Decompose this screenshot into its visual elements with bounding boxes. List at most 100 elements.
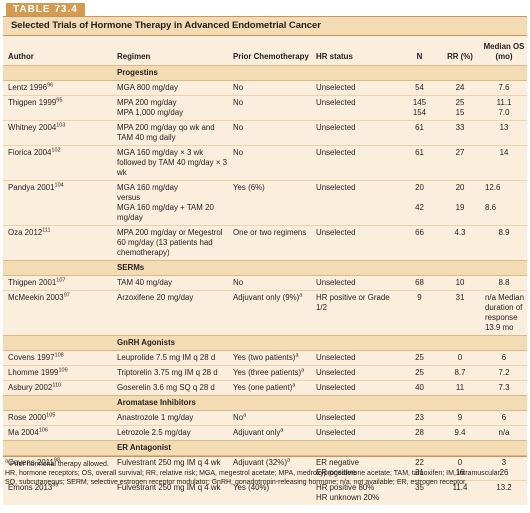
table-row: Lentz 199696 MGA 800 mg/day No Unselected 54… [3,80,527,95]
author-cell: Lhomme 1999109 [3,364,113,380]
header-row: Author Regimen Prior Chemotherapy HR sta… [3,36,527,65]
rr-cell: 10 [439,275,481,290]
section-spacer [3,64,113,81]
table-row: Rose 2000105 Anastrozole 1 mg/day Noa Unsel… [3,410,527,425]
hr-status-cell: ER negative ER positive [312,455,400,480]
footnote-marker: a [299,291,303,298]
footnote-abbreviations-1: HR, hormone receptors; OS, overall survi… [5,470,502,477]
reference-superscript: 98 [53,456,61,463]
col-header-hr-status: HR status [312,36,400,65]
reference-superscript: 107 [56,276,66,283]
median-os-cell: 3 26 [481,455,527,480]
median-os-cell: 7.3 [481,379,527,395]
n-cell: 22 31 [400,455,439,480]
rr-cell: 33 [439,119,481,145]
rr-cell: 25 15 [439,94,481,120]
author-cell: Pandya 2001104 [3,179,113,225]
table-row: Covens 1997108 Leuprolide 7.5 mg IM q 28 … [3,350,527,365]
median-os-cell: 7.6 [481,80,527,95]
author-cell: Covens 201198 [3,455,113,480]
reference-superscript: 95 [56,96,63,103]
col-header-rr: RR (%) [439,36,481,65]
regimen-cell: MPA 200 mg/day qo wk and TAM 40 mg daily [113,119,229,145]
regimen-cell: MGA 160 mg/day versus MGA 160 mg/day + TAM… [113,179,229,225]
table-row: Fiorica 2004102 MGA 160 mg/day × 3 wk fol… [3,144,527,180]
regimen-cell: Fulvestrant 250 mg IM q 4 wk [113,455,229,480]
hr-status-cell: Unselected [312,224,400,260]
median-os-cell: n/a [481,424,527,440]
table-row: Thigpen 2001107 TAM 40 mg/day No Unselected… [3,275,527,290]
hr-status-cell: Unselected [312,275,400,290]
prior-chemotherapy-cell: Adjuvant (32%)a [229,455,312,480]
section-row: SERMs [3,259,527,276]
median-os-cell: n/a Median duration of response 13.9 mo [481,289,527,335]
n-cell: 9 [400,289,439,335]
rr-cell: 0 [439,350,481,365]
n-cell: 40 [400,379,439,395]
n-cell: 23 [400,410,439,425]
regimen-cell: MPA 200 mg/day or Megestrol 60 mg/day (1… [113,224,229,260]
footnote-marker: a [292,381,296,388]
rr-cell: 11.4 [439,479,481,505]
table-row: Ma 2004106 Letrozole 2.5 mg/day Adjuvant o… [3,424,527,440]
prior-chemotherapy-cell: No [229,80,312,95]
col-header-author: Author [3,36,113,65]
table-row: Oza 2012111 MPA 200 mg/day or Megestrol 6… [3,224,527,260]
prior-chemotherapy-cell: Yes (one patient)a [229,379,312,395]
rr-cell: 4.3 [439,224,481,260]
section-title: Aromatase Inhibitors [113,394,527,411]
reference-superscript: 103 [56,121,66,128]
prior-chemotherapy-cell: Yes (40%) [229,479,312,505]
hr-status-cell: Unselected [312,94,400,120]
hr-status-cell: Unselected [312,410,400,425]
section-row: Progestins [3,64,527,81]
n-cell: 20 42 [400,179,439,225]
prior-chemotherapy-cell: Adjuvant only (9%)a [229,289,312,335]
author-cell: Rose 2000105 [3,410,113,425]
section-row: Aromatase Inhibitors [3,394,527,411]
section-row: ER Antagonist [3,439,527,456]
prior-chemotherapy-cell: Yes (two patients)a [229,350,312,365]
author-cell: Fiorica 2004102 [3,144,113,180]
section-title: SERMs [113,259,527,276]
prior-chemotherapy-cell: Yes (three patients)a [229,364,312,380]
footnote-abbreviations-2: SQ, subcutaneous; SERM, selective estrog… [5,479,467,486]
rr-cell: 9 [439,410,481,425]
median-os-cell: 8.8 [481,275,527,290]
hr-status-cell: HR positive or Grade 1/2 [312,289,400,335]
n-cell: 28 [400,424,439,440]
trials-table-container: Author Regimen Prior Chemotherapy HR sta… [3,36,527,505]
regimen-cell: MPA 200 mg/day MPA 1,000 mg/day [113,94,229,120]
section-spacer [3,439,113,456]
reference-superscript: 102 [51,146,61,153]
n-cell: 68 [400,275,439,290]
footnote-marker: a [280,426,284,433]
reference-superscript: 106 [38,426,48,433]
rr-cell: 20 19 [439,179,481,225]
footnote-marker: a [286,456,291,463]
n-cell: 145 154 [400,94,439,120]
col-header-regimen: Regimen [113,36,229,65]
hr-status-cell: Unselected [312,119,400,145]
reference-superscript: 97 [63,291,70,298]
median-os-cell: 14 [481,144,527,180]
median-os-cell: 6 [481,350,527,365]
reference-superscript: 105 [46,411,56,418]
regimen-cell: Fulvestrant 250 mg IM q 4 wk [113,479,229,505]
table-bottom-rule [3,456,527,457]
prior-chemotherapy-cell: Yes (6%) [229,179,312,225]
trials-table: Author Regimen Prior Chemotherapy HR sta… [3,36,527,505]
rr-cell: 9.4 [439,424,481,440]
reference-superscript: 96 [47,81,54,88]
n-cell: 25 [400,350,439,365]
regimen-cell: Anastrozole 1 mg/day [113,410,229,425]
table-title-bar: Selected Trials of Hormone Therapy in Ad… [3,16,527,36]
table-row: Whitney 2004103 MPA 200 mg/day qo wk and … [3,119,527,145]
regimen-cell: MGA 800 mg/day [113,80,229,95]
footnote-prior-hormonal: a Prior hormonal therapy allowed. [5,458,109,468]
median-os-cell: 13 [481,119,527,145]
author-cell: Covens 1997108 [3,350,113,365]
author-cell: Oza 2012111 [3,224,113,260]
author-cell: McMeekin 200397 [3,289,113,335]
table-row: Covens 201198 Fulvestrant 250 mg IM q 4 w… [3,455,527,480]
